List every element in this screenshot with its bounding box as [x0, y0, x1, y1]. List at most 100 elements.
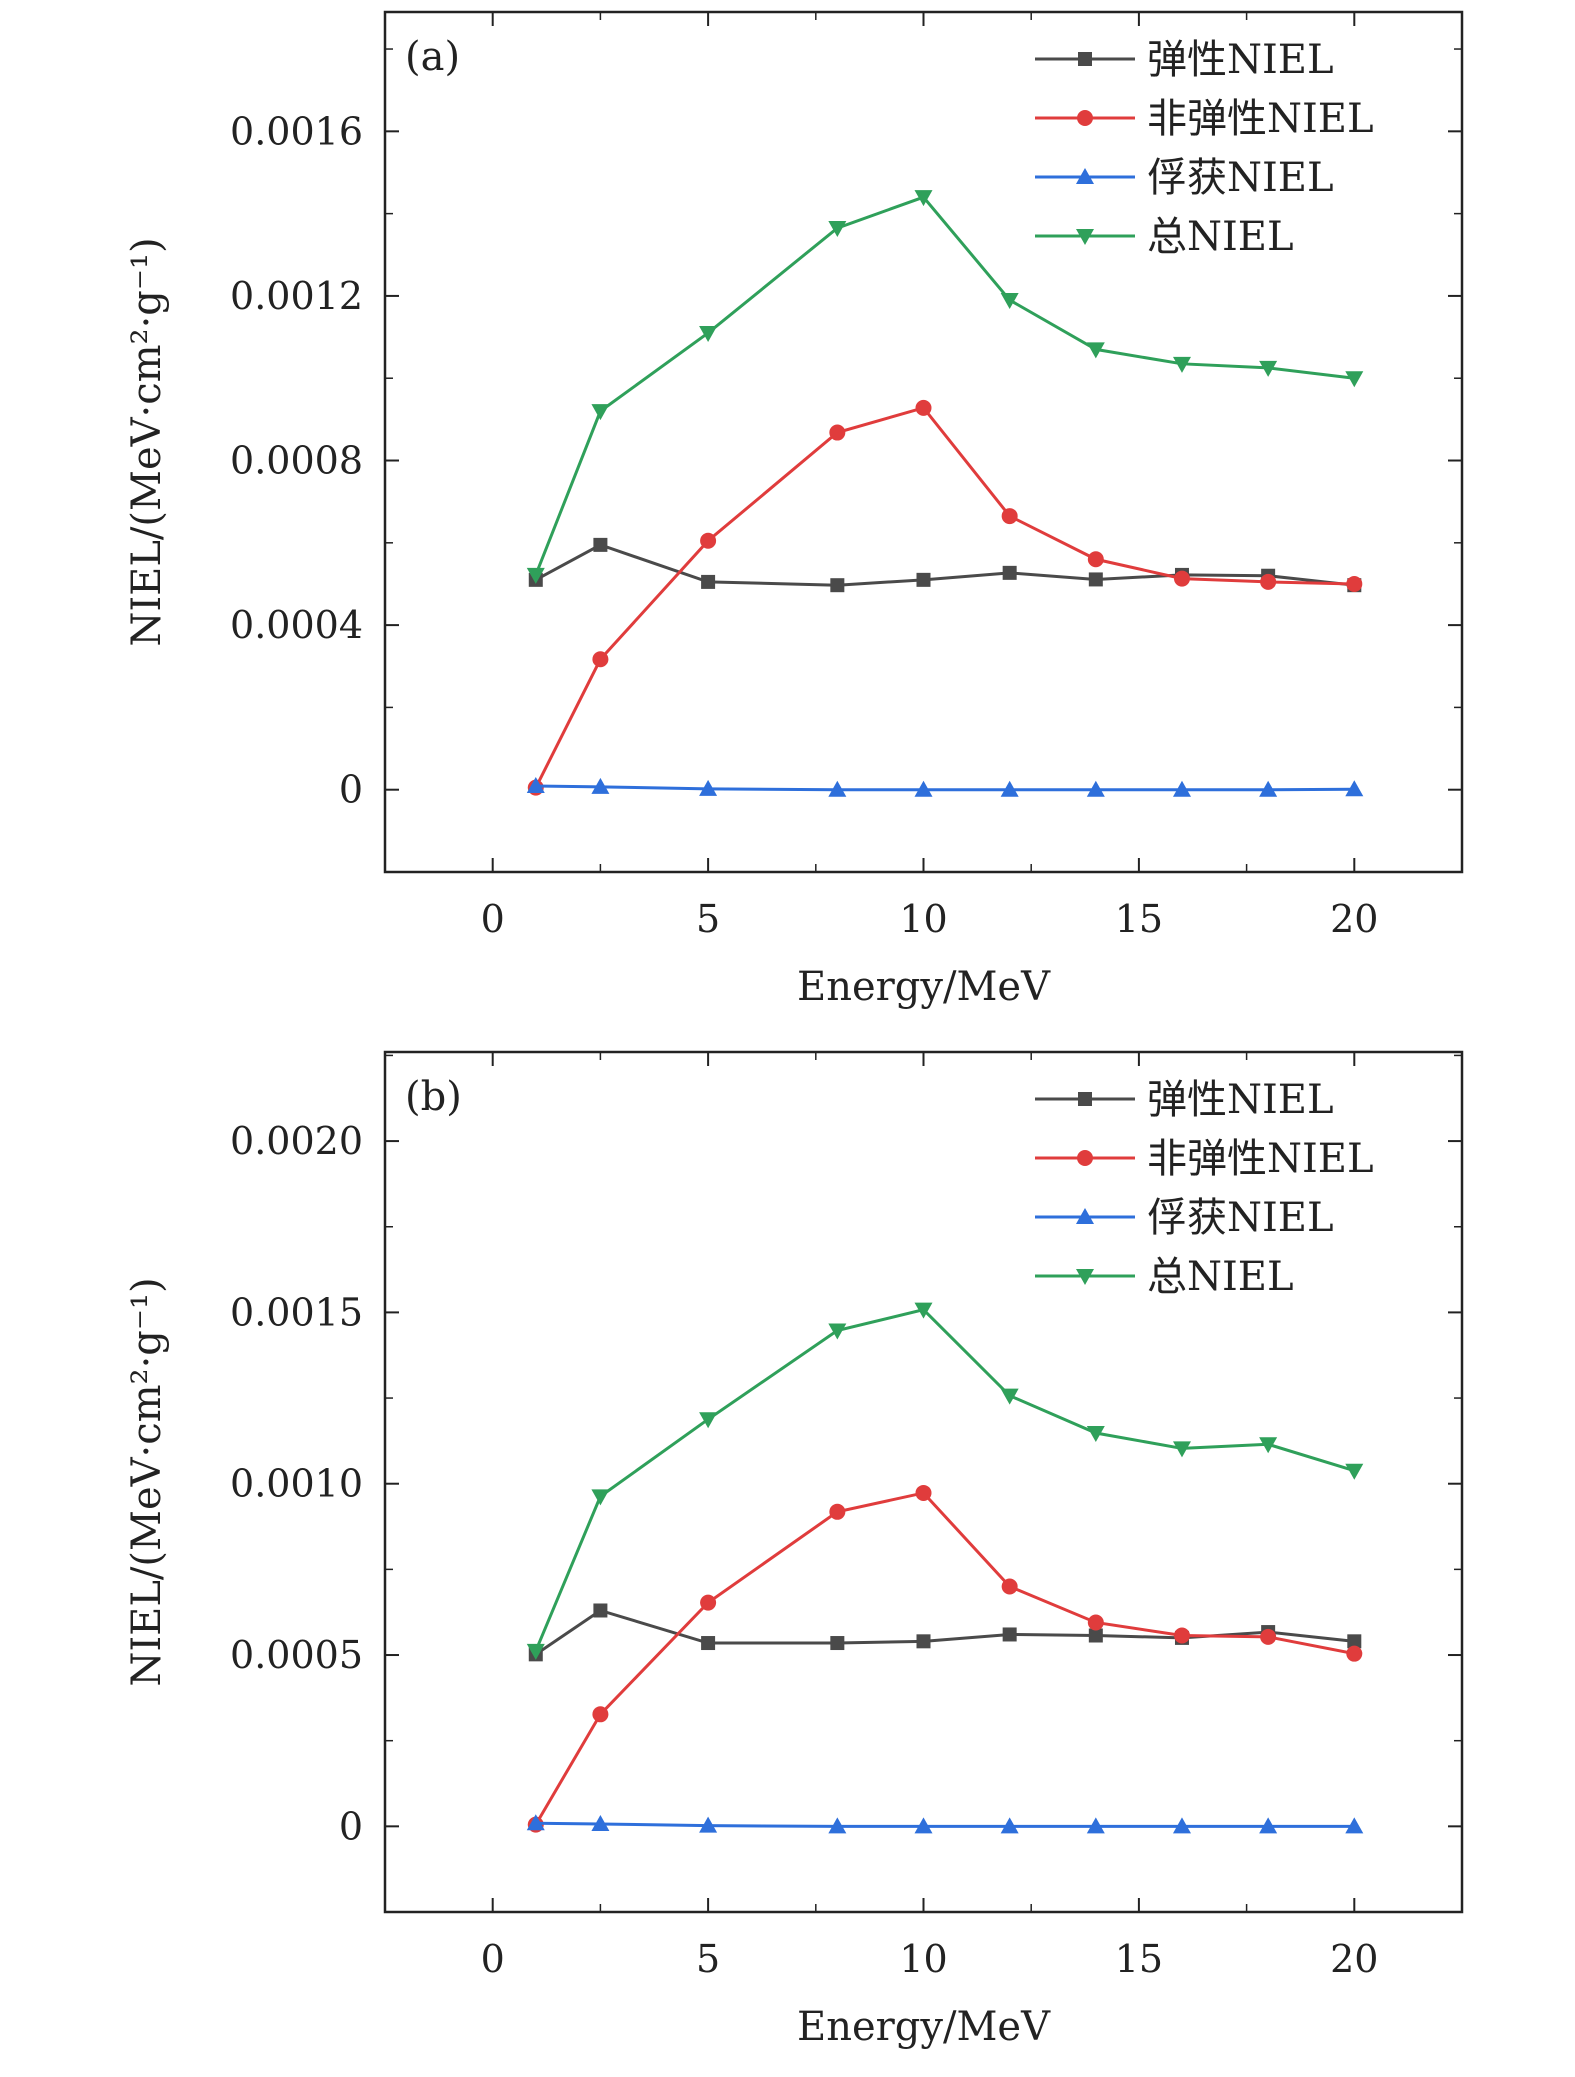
x-tick-label-b: 20 [1330, 1937, 1378, 1981]
x-tick-label-a: 10 [899, 897, 947, 941]
data-point-b-0 [830, 1636, 845, 1651]
data-point-a-2 [1086, 780, 1105, 797]
y-tick-label-a: 0 [339, 768, 363, 812]
data-point-a-2 [828, 780, 847, 797]
data-point-b-0 [916, 1634, 931, 1649]
data-point-a-1 [1260, 573, 1277, 590]
legend-marker-a-3 [1076, 229, 1094, 245]
data-point-b-1 [829, 1503, 846, 1520]
y-axis-title-a: NIEL/(MeV·cm²·g⁻¹) [124, 237, 170, 646]
data-point-b-2 [1172, 1817, 1191, 1834]
y-tick-label-b: 0.0005 [230, 1633, 363, 1677]
data-point-b-1 [1260, 1628, 1277, 1645]
x-tick-label-b: 0 [481, 1937, 505, 1981]
data-point-b-2 [526, 1814, 545, 1831]
data-point-b-1 [915, 1484, 932, 1501]
legend-label-b-0: 弹性NIEL [1147, 1077, 1334, 1123]
series-line-b-2 [535, 1821, 1355, 1828]
data-point-a-1 [592, 651, 609, 668]
legend-marker-a-0 [1078, 52, 1092, 66]
x-axis-title-a: Energy/MeV [797, 964, 1051, 1010]
legend-marker-b-3 [1076, 1269, 1094, 1285]
x-tick-label-b: 15 [1115, 1937, 1163, 1981]
y-tick-label-a: 0.0012 [230, 274, 363, 318]
data-point-b-2 [591, 1814, 610, 1831]
y-tick-label-b: 0.0010 [230, 1462, 363, 1506]
data-point-a-1 [1173, 570, 1190, 587]
data-point-a-3 [914, 190, 933, 207]
data-point-a-2 [1000, 780, 1019, 797]
data-point-a-3 [1345, 371, 1364, 388]
data-point-b-3 [1345, 1463, 1364, 1480]
data-point-b-0 [593, 1603, 608, 1618]
legend-marker-a-2 [1076, 168, 1094, 184]
data-point-a-2 [591, 777, 610, 794]
data-point-a-0 [916, 572, 931, 587]
chart-panel-a: 0 5 10 15 20 0 0.0004 0.0008 0.0012 0.0016 Energy/… [124, 10, 1464, 1010]
data-point-b-2 [1345, 1817, 1364, 1834]
x-tick-label-a: 15 [1115, 897, 1163, 941]
data-point-a-3 [828, 221, 847, 238]
data-point-b-2 [828, 1817, 847, 1834]
data-point-a-3 [699, 325, 718, 342]
data-point-a-0 [701, 574, 716, 589]
data-point-a-3 [591, 404, 610, 421]
data-point-a-0 [1002, 565, 1017, 580]
data-point-a-3 [526, 567, 545, 584]
x-tick-label-b: 5 [696, 1937, 720, 1981]
data-point-b-1 [1173, 1627, 1190, 1644]
x-tick-label-a: 20 [1330, 897, 1378, 941]
data-point-b-3 [526, 1643, 545, 1660]
data-point-b-3 [914, 1302, 933, 1319]
data-point-b-1 [592, 1706, 609, 1723]
legend-label-a-2: 俘获NIEL [1147, 155, 1334, 201]
data-point-b-0 [1002, 1627, 1017, 1642]
data-point-a-1 [1087, 551, 1104, 568]
x-tick-label-a: 0 [481, 897, 505, 941]
data-point-b-3 [1000, 1388, 1019, 1405]
y-tick-label-b: 0.0015 [230, 1290, 363, 1334]
x-tick-label-a: 5 [696, 897, 720, 941]
legend-marker-b-0 [1078, 1092, 1092, 1106]
data-point-a-3 [1172, 356, 1191, 373]
data-point-a-1 [829, 424, 846, 441]
data-point-a-2 [1259, 780, 1278, 797]
data-point-a-1 [1001, 508, 1018, 525]
data-point-a-2 [699, 779, 718, 796]
y-tick-label-b: 0 [339, 1804, 363, 1848]
data-point-a-0 [593, 537, 608, 552]
legend-label-b-1: 非弹性NIEL [1147, 1136, 1374, 1182]
series-line-b-0 [534, 1608, 1355, 1656]
legend-label-a-3: 总NIEL [1147, 214, 1294, 260]
y-tick-label-a: 0.0004 [230, 603, 363, 647]
data-point-a-1 [1346, 575, 1363, 592]
data-point-b-0 [1347, 1634, 1362, 1649]
chart-panel-b: 0 5 10 15 20 0 0.0005 0.0010 0.0015 0.0020 Energy/… [124, 1050, 1464, 2050]
data-point-b-2 [914, 1817, 933, 1834]
series-line-a-3 [534, 195, 1355, 576]
data-point-b-3 [1259, 1437, 1278, 1454]
data-point-b-2 [1259, 1817, 1278, 1834]
y-tick-label-a: 0.0008 [230, 439, 363, 483]
data-point-a-3 [1086, 342, 1105, 359]
legend-label-a-1: 非弹性NIEL [1147, 96, 1374, 142]
data-point-b-3 [591, 1489, 610, 1506]
y-tick-label-b: 0.0020 [230, 1119, 363, 1163]
data-point-b-0 [701, 1636, 716, 1651]
data-point-a-2 [1345, 780, 1364, 797]
legend-label-b-2: 俘获NIEL [1147, 1195, 1334, 1241]
data-point-b-3 [699, 1412, 718, 1429]
data-point-a-1 [915, 399, 932, 416]
legend-marker-a-1 [1077, 110, 1093, 126]
data-point-a-1 [700, 532, 717, 549]
x-tick-label-b: 10 [899, 1937, 947, 1981]
data-point-b-2 [1000, 1817, 1019, 1834]
data-point-a-2 [1172, 780, 1191, 797]
y-axis-title-b: NIEL/(MeV·cm²·g⁻¹) [124, 1277, 170, 1686]
legend-label-b-3: 总NIEL [1147, 1254, 1294, 1300]
data-point-a-2 [526, 777, 545, 793]
series-line-b-3 [534, 1308, 1355, 1652]
data-point-b-3 [1086, 1426, 1105, 1443]
series-line-a-1 [534, 406, 1355, 789]
